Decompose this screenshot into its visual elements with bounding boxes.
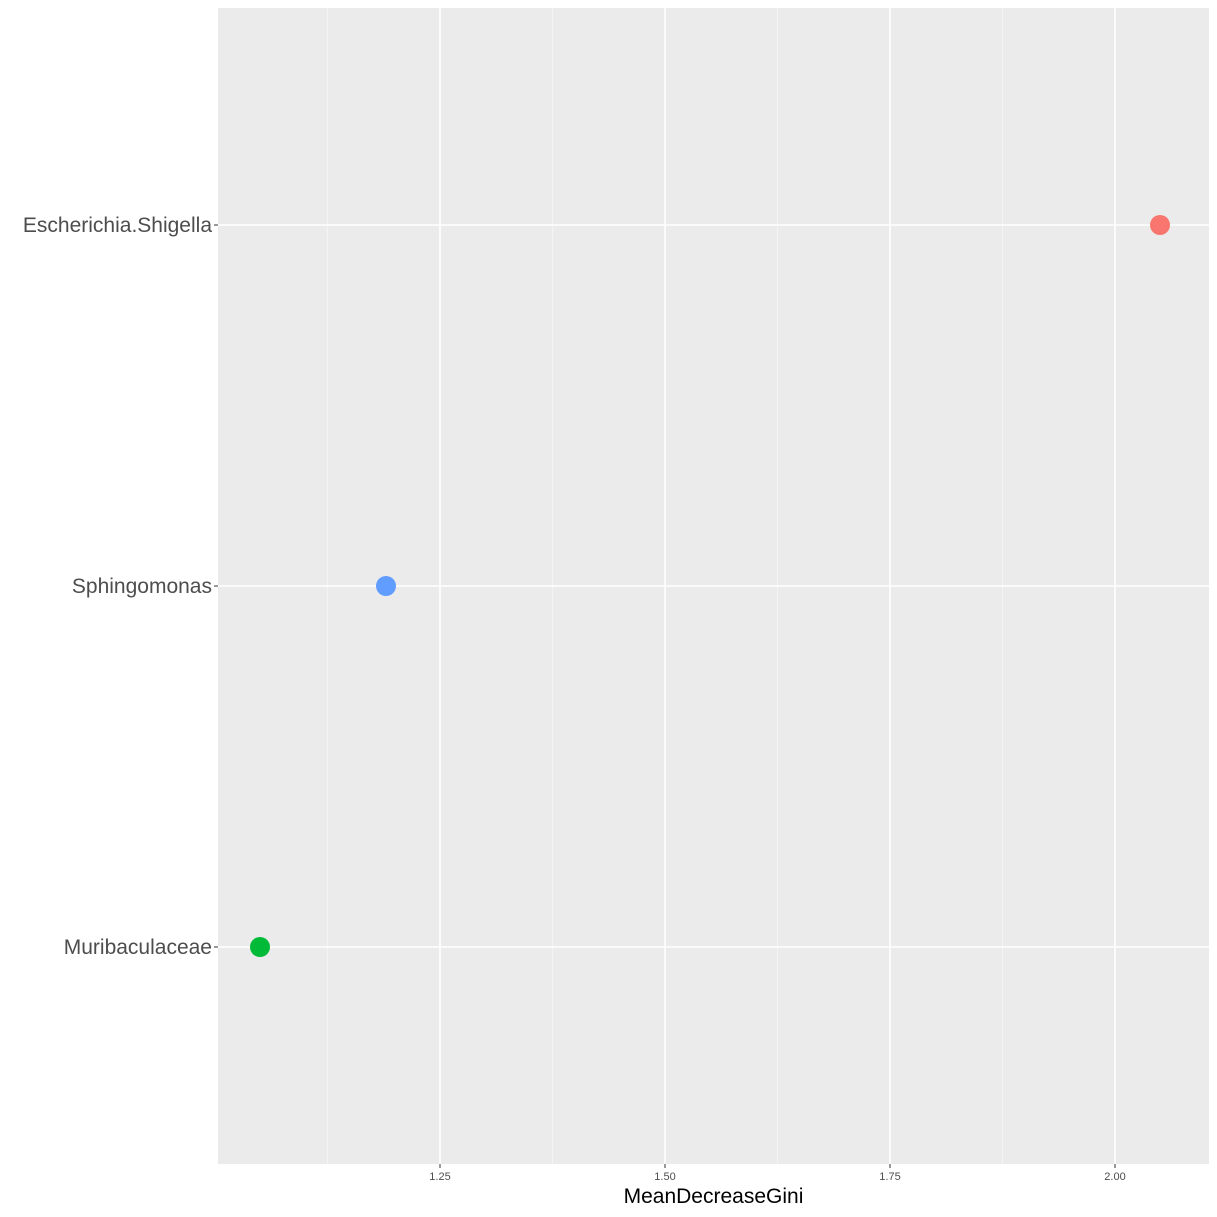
- x-tick-label: 1.25: [429, 1171, 450, 1183]
- x-axis-ticks: 1.25 1.50 1.75 2.00: [429, 1164, 1126, 1183]
- x-axis-title: MeanDecreaseGini: [624, 1185, 804, 1208]
- y-tick-label: Muribaculaceae: [64, 936, 212, 959]
- data-point: [1150, 215, 1170, 235]
- y-tick-label: Sphingomonas: [72, 575, 212, 598]
- data-points: [250, 215, 1170, 957]
- x-tick-label: 1.75: [879, 1171, 900, 1183]
- major-gridlines: [218, 8, 1209, 1164]
- y-axis-ticks: Escherichia.Shigella Sphingomonas Muribacu…: [23, 214, 218, 959]
- data-point: [250, 937, 270, 957]
- y-tick-label: Escherichia.Shigella: [23, 214, 212, 237]
- x-tick-label: 1.50: [654, 1171, 675, 1183]
- data-point: [376, 576, 396, 596]
- x-tick-label: 2.00: [1104, 1171, 1125, 1183]
